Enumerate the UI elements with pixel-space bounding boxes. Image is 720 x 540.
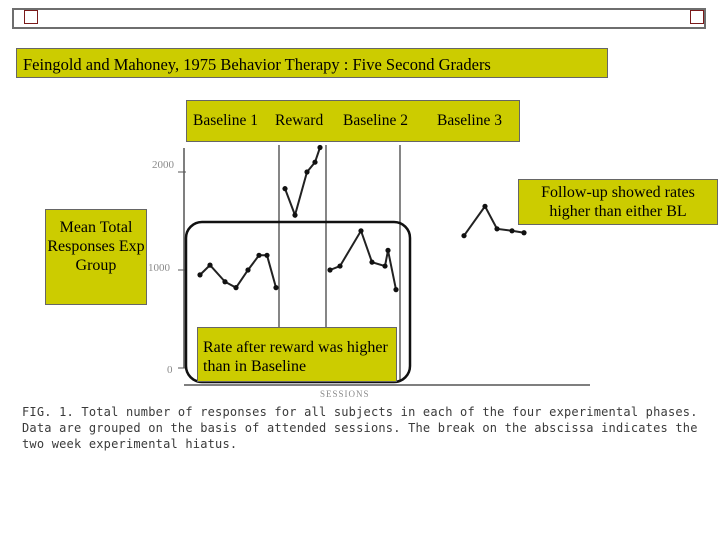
data-point-0-6 [264,252,270,258]
data-point-2-4 [382,263,388,269]
data-point-1-1 [292,212,298,218]
phase-label-reward: Reward [275,112,324,129]
corner-box-left [24,10,38,24]
corner-box-right [690,10,704,24]
slide-top-rule [12,27,706,29]
data-point-2-6 [393,287,399,293]
x-axis-label: SESSIONS [320,389,370,399]
slide-top-frame [12,8,706,28]
y-tick-0: 0 [167,364,173,376]
chart-marks [197,144,527,293]
data-point-1-0 [282,186,288,192]
phase-label-baseline-3: Baseline 3 [437,112,502,129]
data-point-3-0 [461,233,467,239]
data-point-3-3 [509,228,515,234]
figure-caption: FIG. 1. Total number of responses for al… [22,405,698,451]
data-point-2-0 [327,267,333,273]
chart-overlays [184,220,412,384]
data-point-2-2 [358,228,364,234]
data-point-0-2 [222,279,228,285]
series-line-2 [329,228,397,290]
data-point-2-3 [369,259,375,265]
data-point-2-5 [385,247,391,253]
data-point-0-3 [233,285,239,291]
y-axis-label: Mean Total Responses Exp Group [45,209,147,305]
series-line-3 [463,204,525,237]
data-point-0-4 [245,267,251,273]
phase-label-baseline-2: Baseline 2 [343,112,408,129]
phase-label-baseline-1: Baseline 1 [193,112,258,129]
data-point-1-4 [317,144,323,151]
series-line-0 [199,254,277,289]
rate-note: Rate after reward was higher than in Bas… [197,327,397,382]
data-point-3-4 [521,230,527,236]
data-point-1-3 [312,159,318,165]
data-point-0-5 [256,252,262,258]
y-tick-2000: 2000 [152,159,174,171]
data-point-2-1 [337,263,343,269]
phase-labels: Baseline 1 Reward Baseline 2 Baseline 3 [186,100,520,142]
page-title: Feingold and Mahoney, 1975 Behavior Ther… [16,48,608,78]
data-point-0-1 [207,262,213,268]
followup-note: Follow-up showed rates higher than eithe… [518,179,718,225]
data-point-3-2 [494,226,500,232]
y-tick-1000: 1000 [148,262,170,274]
data-point-0-0 [197,272,203,278]
data-point-3-1 [482,203,488,209]
highlight-frame [184,220,412,384]
data-point-1-2 [304,169,310,175]
series-line-1 [284,147,321,219]
data-point-0-7 [273,285,279,291]
